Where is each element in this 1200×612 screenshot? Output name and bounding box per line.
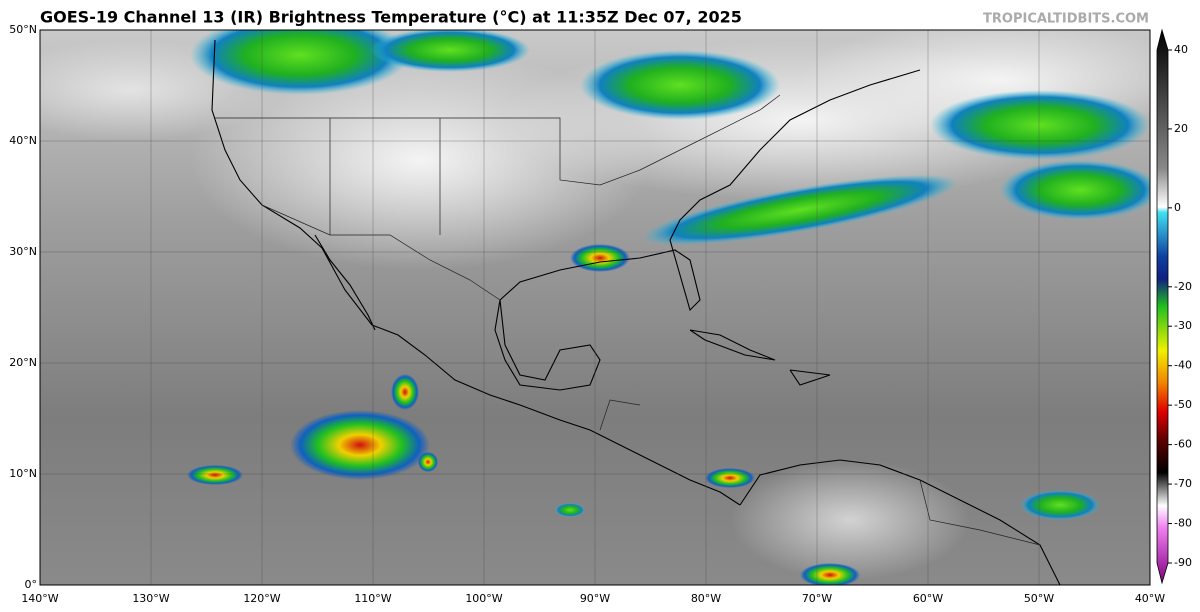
colorbar-tick-label: -40 [1174,359,1192,372]
colorbar-tick-label: 0 [1174,201,1181,214]
colorbar-tick-label: -30 [1174,319,1192,332]
lat-label: 0° [25,578,38,591]
lon-label: 40°W [1135,592,1165,605]
lat-label: 40°N [9,134,37,147]
lon-label: 80°W [691,592,721,605]
colorbar-tick-label: 20 [1174,122,1188,135]
title: GOES-19 Channel 13 (IR) Brightness Tempe… [40,8,742,27]
lat-label: 20°N [9,356,37,369]
lon-label: 90°W [580,592,610,605]
lat-label: 30°N [9,245,37,258]
colorbar-scale [1156,28,1169,585]
colorbar: 40 20 0 -20 -30 -40 -50 -60 -70 -80 -90 [1156,28,1192,585]
colorbar-tick-label: -60 [1174,438,1192,451]
colorbar-tick-label: -90 [1174,556,1192,569]
map-frame [39,29,1151,586]
colorbar-tick-label: -50 [1174,398,1192,411]
lon-label: 120°W [243,592,280,605]
colorbar-tick-label: 40 [1174,43,1188,56]
colorbar-tick-label: -70 [1174,477,1192,490]
lon-label: 70°W [802,592,832,605]
lon-label: 140°W [21,592,58,605]
satellite-image [40,30,1150,585]
lat-label: 10°N [9,467,37,480]
colorbar-tick-label: -20 [1174,280,1192,293]
lon-label: 50°W [1024,592,1054,605]
credit: TROPICALTIDBITS.COM [983,12,1149,27]
lon-label: 110°W [354,592,391,605]
lat-label: 50°N [9,23,37,36]
colorbar-tick-label: -80 [1174,517,1192,530]
lon-label: 130°W [132,592,169,605]
lon-label: 100°W [465,592,502,605]
lon-label: 60°W [913,592,943,605]
